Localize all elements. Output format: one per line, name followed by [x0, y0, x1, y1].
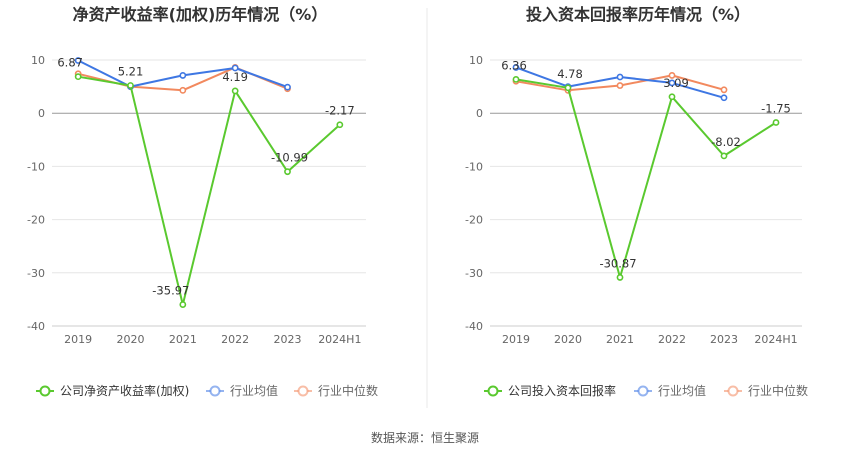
legend-swatch-marker [39, 385, 51, 397]
data-point[interactable] [668, 93, 676, 101]
y-tick-label: -20 [465, 214, 483, 227]
data-label: -2.17 [325, 104, 355, 118]
legend-item-2[interactable]: 行业均值 [206, 383, 278, 398]
legend-item-1[interactable]: 公司投入资本回报率 [484, 383, 616, 398]
y-tick-label: -30 [465, 267, 483, 280]
data-point[interactable] [668, 79, 676, 87]
data-label: 6.87 [57, 56, 83, 70]
data-point[interactable] [720, 86, 728, 94]
data-label: 5.21 [118, 64, 144, 78]
legend-label: 行业均值 [230, 383, 278, 398]
chart-panel-2: 投入资本回报率历年情况（%） 10 0 -10 -20 -30 -40 2019 2020 202… [465, 5, 808, 398]
legend-label: 公司净资产收益率(加权) [60, 383, 189, 398]
data-point[interactable] [564, 84, 572, 92]
data-point[interactable] [74, 57, 82, 64]
legend-item-3[interactable]: 行业中位数 [294, 383, 378, 398]
data-point[interactable] [616, 274, 624, 281]
data-point[interactable] [772, 119, 780, 126]
y-tick-label: -10 [465, 160, 483, 173]
legend-swatch-marker [637, 385, 649, 397]
y-tick-label: 10 [469, 54, 483, 67]
data-label: -30.87 [599, 256, 636, 270]
data-label: -35.97 [152, 284, 189, 298]
data-label: -10.99 [271, 151, 308, 165]
data-point[interactable] [284, 83, 291, 91]
data-label: 6.36 [501, 58, 527, 72]
legend-swatch-marker [209, 385, 221, 397]
legend-item-2[interactable]: 行业均值 [634, 383, 706, 398]
y-tick-label: -10 [27, 160, 45, 173]
data-point[interactable] [720, 94, 728, 102]
data-label: 4.78 [557, 67, 583, 81]
legend-label: 行业中位数 [318, 383, 378, 398]
data-label: -1.75 [761, 102, 791, 116]
legend-item-1[interactable]: 公司净资产收益率(加权) [36, 383, 189, 398]
legend-item-3[interactable]: 行业中位数 [724, 383, 808, 398]
y-tick-label: -20 [27, 214, 45, 227]
data-point[interactable] [336, 121, 344, 129]
x-tick-label: 2020 [117, 333, 145, 346]
chart-title: 投入资本回报率历年情况（%） [526, 5, 750, 24]
x-tick-label: 2024H1 [318, 333, 361, 346]
data-point[interactable] [231, 87, 239, 95]
data-point[interactable] [74, 73, 82, 81]
legend-label: 行业均值 [658, 383, 706, 398]
x-tick-label: 2023 [274, 333, 302, 346]
chart-panel-1: 净资产收益率(加权)历年情况（%） 10 0 -10 -20 -30 -40 2019 2020… [27, 5, 378, 398]
data-point[interactable] [668, 72, 676, 79]
data-point[interactable] [179, 301, 187, 308]
data-point[interactable] [127, 82, 134, 89]
legend-label: 公司投入资本回报率 [508, 383, 616, 398]
series-line-3 [77, 66, 288, 92]
data-label: 3.09 [663, 76, 689, 90]
data-source-label: 数据来源：恒生聚源 [371, 430, 479, 445]
legend-swatch-marker [487, 385, 499, 397]
x-tick-label: 2021 [606, 333, 634, 346]
x-tick-label: 2022 [221, 333, 249, 346]
y-tick-label: 0 [38, 107, 45, 120]
x-tick-label: 2024H1 [754, 333, 797, 346]
y-tick-label: 0 [476, 107, 483, 120]
series-line-1 [515, 78, 777, 279]
data-point[interactable] [284, 168, 291, 176]
data-point[interactable] [179, 86, 187, 94]
y-tick-label: -40 [465, 320, 483, 333]
x-tick-label: 2022 [658, 333, 686, 346]
data-label: 4.19 [222, 70, 248, 84]
data-point[interactable] [720, 152, 728, 160]
legend-label: 行业中位数 [748, 383, 808, 398]
x-tick-label: 2021 [169, 333, 197, 346]
chart-title: 净资产收益率(加权)历年情况（%） [73, 5, 328, 24]
x-tick-label: 2020 [554, 333, 582, 346]
data-point[interactable] [512, 64, 520, 71]
data-point[interactable] [179, 72, 187, 79]
x-tick-label: 2019 [502, 333, 530, 346]
legend-swatch-marker [297, 385, 309, 397]
data-label: -8.02 [711, 135, 741, 149]
data-point[interactable] [512, 75, 520, 83]
data-point[interactable] [616, 73, 624, 81]
legend-swatch-marker [727, 385, 739, 397]
x-tick-label: 2023 [710, 333, 738, 346]
series-line-1 [78, 75, 341, 306]
y-tick-label: 10 [31, 54, 45, 67]
data-point[interactable] [616, 82, 624, 89]
x-tick-label: 2019 [64, 333, 92, 346]
y-tick-label: -40 [27, 320, 45, 333]
y-tick-label: -30 [27, 267, 45, 280]
data-point[interactable] [231, 64, 239, 72]
